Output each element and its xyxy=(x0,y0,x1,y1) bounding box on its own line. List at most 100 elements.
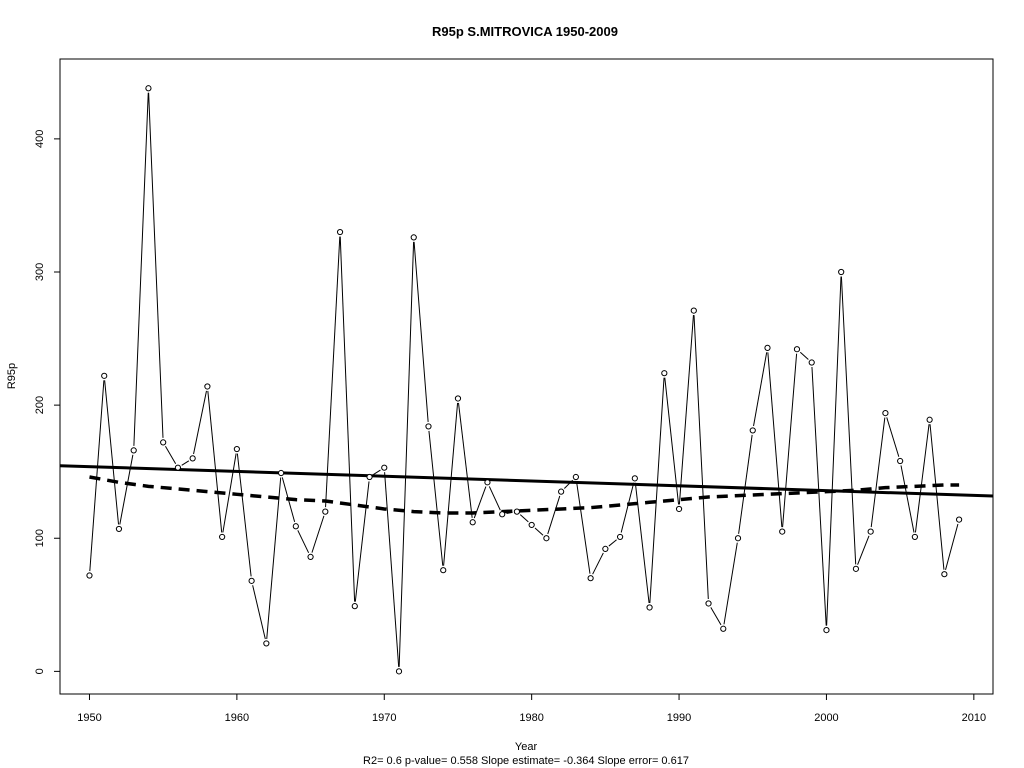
data-point xyxy=(381,464,388,471)
data-point xyxy=(440,567,447,574)
data-point xyxy=(616,533,624,541)
data-point xyxy=(838,268,845,276)
series-segment xyxy=(281,477,296,523)
data-point xyxy=(882,410,889,417)
series-segment xyxy=(339,236,356,602)
y-tick-label: 0 xyxy=(34,668,46,674)
data-point xyxy=(454,395,462,402)
series-segment xyxy=(592,552,604,575)
series-segment xyxy=(534,527,544,536)
data-point xyxy=(410,234,417,241)
data-point xyxy=(351,603,358,610)
data-point xyxy=(322,508,329,515)
data-point xyxy=(793,346,801,353)
data-point xyxy=(86,572,93,579)
series-segment xyxy=(620,482,635,533)
series-segment xyxy=(693,315,709,600)
y-tick-label: 400 xyxy=(34,130,46,148)
series-segment xyxy=(473,486,487,519)
x-tick-label: 1950 xyxy=(77,712,101,724)
data-point xyxy=(145,85,152,92)
series-segment xyxy=(119,454,134,525)
series-segment xyxy=(193,390,207,455)
series-segment xyxy=(443,402,459,566)
data-point xyxy=(366,473,373,481)
data-point xyxy=(219,533,226,541)
data-point xyxy=(808,359,815,366)
series-segment xyxy=(519,514,529,523)
data-point xyxy=(189,455,196,462)
series-segment xyxy=(723,542,738,625)
data-point xyxy=(926,416,933,423)
y-axis-title: R95p xyxy=(6,363,18,389)
data-point xyxy=(160,439,167,446)
data-point xyxy=(852,565,860,572)
series-segment xyxy=(799,351,809,360)
data-point xyxy=(941,571,948,578)
y-tick-label: 300 xyxy=(34,263,46,281)
series-segment xyxy=(678,315,694,505)
y-tick-label: 100 xyxy=(34,529,46,547)
series-segment xyxy=(914,424,930,533)
series-segment xyxy=(104,380,120,525)
series-segment xyxy=(384,472,400,667)
series-segment xyxy=(767,352,783,528)
series-segment xyxy=(488,486,501,511)
y-tick-label: 200 xyxy=(34,396,46,414)
series-segment xyxy=(354,481,370,602)
data-point xyxy=(675,505,683,513)
data-point xyxy=(336,228,344,236)
series-segment xyxy=(398,241,415,667)
data-point xyxy=(587,575,594,582)
x-tick-label: 1960 xyxy=(225,712,249,724)
series-segment xyxy=(576,481,591,574)
data-point xyxy=(233,445,240,453)
series-segment xyxy=(207,390,223,533)
chart-title: R95p S.MITROVICA 1950-2009 xyxy=(432,24,618,39)
x-tick-label: 1980 xyxy=(519,712,543,724)
series-segment xyxy=(608,539,617,547)
series-segment xyxy=(311,515,325,553)
data-point xyxy=(734,535,742,542)
x-tick-label: 1990 xyxy=(667,712,691,724)
data-point xyxy=(307,553,314,560)
data-point xyxy=(513,508,521,515)
series-segment xyxy=(325,236,341,508)
series-segment xyxy=(297,530,310,554)
data-point xyxy=(646,604,653,611)
data-point xyxy=(263,640,270,647)
data-point xyxy=(130,447,137,454)
series-segment xyxy=(457,402,473,518)
data-point xyxy=(469,519,476,526)
series-segment xyxy=(222,453,237,533)
series-segment xyxy=(252,585,266,640)
series-segment xyxy=(563,479,574,489)
x-axis-title: Year xyxy=(515,741,538,753)
series-segment xyxy=(664,377,680,505)
data-point xyxy=(911,533,918,541)
data-point xyxy=(277,469,285,477)
data-point xyxy=(823,627,830,634)
data-point xyxy=(764,344,771,351)
x-axis: 1950 1960 1970 1980 1990 2000 2010 xyxy=(77,693,986,724)
x-tick-label: 2010 xyxy=(962,712,986,724)
data-point xyxy=(690,307,697,314)
data-point xyxy=(867,528,874,535)
series-segment xyxy=(782,353,798,528)
series-segment xyxy=(710,607,722,626)
series-points xyxy=(86,85,963,675)
x-tick-label: 1970 xyxy=(372,712,396,724)
data-point xyxy=(425,423,432,430)
series-segment xyxy=(886,417,900,457)
stats-caption: R2= 0.6 p-value= 0.558 Slope estimate= -… xyxy=(363,755,689,767)
series-segment xyxy=(870,417,886,528)
data-point xyxy=(602,545,609,552)
data-point xyxy=(631,475,638,482)
series-segment xyxy=(373,469,381,476)
series-segment xyxy=(840,276,857,565)
data-point xyxy=(115,525,123,533)
series-segment xyxy=(181,460,190,466)
series-segment xyxy=(506,511,513,514)
